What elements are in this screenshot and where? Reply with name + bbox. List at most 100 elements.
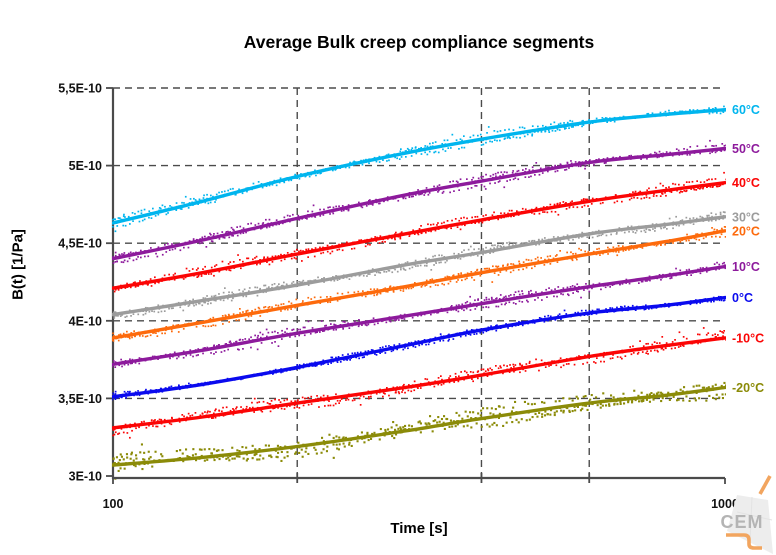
scatter-dot — [143, 208, 146, 211]
scatter-dot — [725, 178, 726, 181]
scatter-dot — [280, 310, 282, 312]
scatter-dot — [566, 121, 569, 124]
scatter-dot — [265, 328, 268, 331]
scatter-dot — [400, 231, 403, 233]
scatter-dot — [217, 344, 220, 346]
scatter-dot — [320, 252, 322, 255]
scatter-dot — [685, 337, 688, 340]
scatter-dot — [119, 333, 122, 336]
scatter-dot — [531, 212, 533, 214]
scatter-dot — [493, 139, 496, 141]
scatter-dot — [151, 465, 154, 468]
scatter-dot — [218, 270, 221, 273]
scatter-dot — [450, 305, 453, 307]
scatter-dot — [124, 216, 126, 218]
scatter-dot — [722, 111, 725, 113]
scatter-dot — [455, 180, 458, 183]
scatter-dot — [480, 144, 483, 146]
scatter-dot — [612, 246, 615, 249]
scatter-dot — [112, 225, 114, 228]
scatter-dot — [114, 251, 117, 254]
scatter-dot — [469, 334, 472, 336]
scatter-dot — [554, 164, 556, 167]
scatter-dot — [304, 397, 306, 400]
scatter-dot — [332, 329, 335, 331]
scatter-dot — [307, 320, 310, 323]
scatter-dot — [260, 227, 262, 230]
scatter-dot — [547, 170, 549, 173]
scatter-dot — [423, 194, 426, 196]
scatter-dot — [511, 171, 514, 174]
scatter-dot — [611, 307, 614, 309]
scatter-dot — [192, 298, 194, 301]
scatter-dot — [584, 167, 586, 170]
scatter-dot — [242, 311, 244, 313]
scatter-dot — [475, 185, 478, 187]
scatter-dot — [291, 329, 293, 331]
scatter-dot — [676, 399, 679, 402]
scatter-dot — [714, 178, 717, 180]
series-average-line — [112, 146, 726, 261]
scatter-dot — [670, 191, 673, 193]
scatter-dot — [245, 446, 248, 449]
scatter-dot — [112, 332, 114, 335]
scatter-dot — [517, 268, 520, 271]
scatter-dot — [294, 306, 296, 309]
scatter-dot — [332, 212, 335, 215]
scatter-dot — [245, 311, 248, 313]
scatter-dot — [274, 398, 276, 401]
scatter-dot — [670, 277, 673, 279]
scatter-dot — [631, 401, 634, 404]
scatter-dot — [404, 197, 407, 200]
scatter-dot — [652, 398, 655, 401]
scatter-dot — [387, 153, 390, 156]
scatter-dot — [445, 417, 448, 420]
scatter-dot — [149, 334, 152, 337]
scatter-dot — [512, 136, 515, 138]
scatter-dot — [460, 217, 462, 220]
scatter-dot — [427, 343, 430, 346]
scatter-dot — [493, 247, 495, 249]
scatter-dot — [607, 253, 609, 255]
scatter-dot — [342, 442, 345, 445]
scatter-dot — [568, 206, 571, 209]
scatter-dot — [692, 217, 695, 219]
scatter-dot — [112, 340, 115, 342]
scatter-dot — [143, 451, 146, 454]
scatter-dot — [528, 418, 531, 421]
scatter-dot — [679, 241, 682, 243]
scatter-dot — [336, 361, 339, 363]
scatter-dot — [549, 203, 552, 206]
scatter-dot — [441, 378, 443, 381]
scatter-dot — [569, 201, 572, 204]
scatter-dot — [519, 362, 521, 365]
scatter-dot — [232, 293, 235, 295]
scatter-dot — [204, 411, 206, 413]
scatter-dot — [705, 399, 708, 402]
scatter-dot — [119, 453, 122, 456]
scatter-dot — [567, 294, 570, 297]
scatter-dot — [324, 405, 326, 407]
scatter-dot — [508, 209, 511, 212]
scatter-dot — [698, 239, 701, 241]
scatter-dot — [117, 469, 120, 472]
scatter-dot — [531, 166, 534, 169]
scatter-dot — [596, 248, 598, 250]
scatter-dot — [541, 401, 544, 404]
scatter-dot — [565, 313, 568, 315]
scatter-dot — [670, 347, 673, 350]
scatter-dot — [210, 295, 213, 298]
scatter-dot — [464, 278, 467, 281]
scatter-dot — [570, 126, 573, 128]
scatter-dot — [362, 290, 364, 292]
scatter-dot — [516, 170, 519, 173]
scatter-dot — [117, 289, 120, 291]
scatter-dot — [463, 146, 466, 149]
scatter-dot — [395, 424, 398, 427]
scatter-dot — [320, 396, 322, 399]
scatter-dot — [519, 363, 521, 366]
scatter-dot — [206, 346, 209, 349]
scatter-dot — [114, 254, 117, 257]
scatter-dot — [604, 117, 607, 119]
